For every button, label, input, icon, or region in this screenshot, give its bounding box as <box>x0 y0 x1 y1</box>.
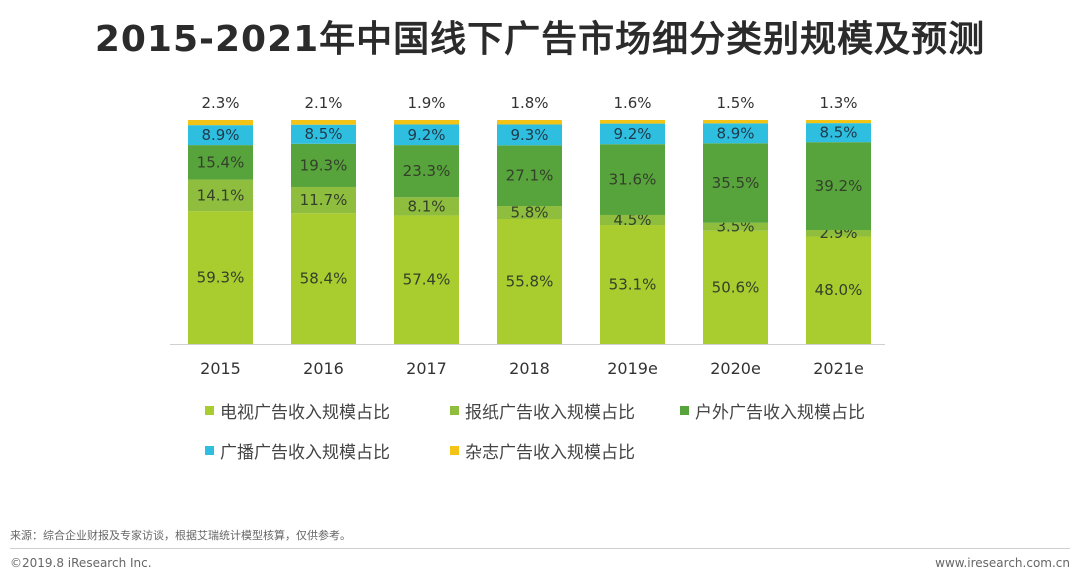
legend-item-2: 报纸广告收入规模占比 <box>450 398 635 423</box>
data-label-2018-2: 5.8% <box>510 204 548 222</box>
bar-segment-2021e-1 <box>806 236 871 344</box>
data-label-2018-4: 9.3% <box>510 126 548 144</box>
legend-swatch <box>205 446 214 455</box>
data-label-2015-1: 59.3% <box>197 269 245 287</box>
bar-segment-2019e-2 <box>600 214 665 226</box>
website-url: www.iresearch.com.cn <box>935 556 1070 570</box>
bar-segment-2019e-5 <box>600 120 665 124</box>
x-tick-label-2016: 2016 <box>303 359 344 378</box>
legend-label: 广播广告收入规模占比 <box>220 443 390 463</box>
bar-segment-2019e-1 <box>600 225 665 344</box>
bar-segment-2017-4 <box>394 124 459 146</box>
bar-segment-2017-2 <box>394 197 459 216</box>
legend-label: 电视广告收入规模占比 <box>220 403 390 423</box>
bar-segment-2015-1 <box>188 211 253 344</box>
bar-segment-2020e-3 <box>703 143 768 223</box>
data-label-2016-5: 2.1% <box>304 94 342 112</box>
bar-segment-2016-2 <box>291 186 356 214</box>
bar-segment-2015-3 <box>188 145 253 180</box>
data-label-2017-3: 23.3% <box>403 162 451 180</box>
data-label-2021e-3: 39.2% <box>815 177 863 195</box>
data-label-2020e-3: 35.5% <box>712 174 760 192</box>
data-label-2017-2: 8.1% <box>407 197 445 215</box>
chart-title: 2015-2021年中国线下广告市场细分类别规模及预测 <box>94 19 986 60</box>
data-label-2018-3: 27.1% <box>506 167 554 185</box>
source-note: 来源：综合企业财报及专家访谈，根据艾瑞统计模型核算，仅供参考。 <box>10 529 351 542</box>
x-tick-label-2018: 2018 <box>509 359 550 378</box>
bar-segment-2019e-3 <box>600 144 665 215</box>
bar-segment-2018-5 <box>497 120 562 125</box>
legend-label: 报纸广告收入规模占比 <box>465 403 635 423</box>
legend-swatch <box>450 446 459 455</box>
bar-segment-2019e-4 <box>600 123 665 145</box>
bar-segment-2020e-5 <box>703 120 768 124</box>
data-label-2016-2: 11.7% <box>300 191 348 209</box>
data-label-2019e-5: 1.6% <box>613 94 651 112</box>
data-label-2015-5: 2.3% <box>201 94 239 112</box>
bar-segment-2015-2 <box>188 179 253 212</box>
bar-segment-2018-3 <box>497 145 562 207</box>
copyright-text: ©2019.8 iResearch Inc. <box>10 556 152 570</box>
x-tick-label-2015: 2015 <box>200 359 241 378</box>
x-tick-label-2019e: 2019e <box>607 359 658 378</box>
data-label-2020e-5: 1.5% <box>716 94 754 112</box>
data-label-2017-4: 9.2% <box>407 126 445 144</box>
bar-segment-2020e-1 <box>703 230 768 344</box>
data-label-2017-1: 57.4% <box>403 271 451 289</box>
legend-label: 户外广告收入规模占比 <box>695 403 865 423</box>
data-label-2021e-1: 48.0% <box>815 281 863 299</box>
legend-swatch <box>450 406 459 415</box>
bar-segment-2016-4 <box>291 124 356 144</box>
data-label-2015-3: 15.4% <box>197 153 245 171</box>
bar-segment-2015-5 <box>188 120 253 126</box>
bar-segment-2018-4 <box>497 124 562 146</box>
data-label-2016-3: 19.3% <box>300 156 348 174</box>
bar-segment-2016-1 <box>291 213 356 344</box>
bar-segment-2017-1 <box>394 215 459 344</box>
bar-segment-2020e-2 <box>703 222 768 231</box>
data-label-2019e-1: 53.1% <box>609 276 657 294</box>
x-tick-label-2021e: 2021e <box>813 359 864 378</box>
legend-swatch <box>680 406 689 415</box>
data-label-2015-4: 8.9% <box>201 126 239 144</box>
bar-segment-2016-3 <box>291 143 356 187</box>
data-label-2018-1: 55.8% <box>506 273 554 291</box>
x-tick-label-2020e: 2020e <box>710 359 761 378</box>
data-label-2017-5: 1.9% <box>407 94 445 112</box>
bar-segment-2017-5 <box>394 120 459 125</box>
bar-segment-2016-5 <box>291 120 356 125</box>
bar-segment-2018-2 <box>497 206 562 220</box>
bar-segment-2021e-5 <box>806 120 871 124</box>
bar-segment-2015-4 <box>188 125 253 146</box>
data-label-2019e-3: 31.6% <box>609 171 657 189</box>
data-label-2016-1: 58.4% <box>300 270 348 288</box>
data-label-2021e-5: 1.3% <box>819 94 857 112</box>
legend-item-4: 广播广告收入规模占比 <box>205 438 390 463</box>
footer-divider <box>10 548 1070 549</box>
data-label-2021e-4: 8.5% <box>819 124 857 142</box>
data-label-2018-5: 1.8% <box>510 94 548 112</box>
data-label-2019e-2: 4.5% <box>613 211 651 229</box>
data-label-2019e-4: 9.2% <box>613 125 651 143</box>
bar-segment-2021e-3 <box>806 142 871 230</box>
data-label-2015-2: 14.1% <box>197 186 245 204</box>
legend-item-1: 电视广告收入规模占比 <box>205 398 390 423</box>
data-label-2020e-4: 8.9% <box>716 124 754 142</box>
stacked-bar-chart: 59.3% 14.1% 15.4% 8.9% 2.3% 2015 58.4% 11.7% 19.… <box>170 94 885 378</box>
bar-segment-2017-3 <box>394 145 459 198</box>
bar-segment-2021e-4 <box>806 123 871 143</box>
legend-item-5: 杂志广告收入规模占比 <box>450 438 635 463</box>
legend-item-3: 户外广告收入规模占比 <box>680 398 865 423</box>
data-label-2016-4: 8.5% <box>304 125 342 143</box>
bar-segment-2021e-2 <box>806 229 871 237</box>
data-label-2020e-1: 50.6% <box>712 278 760 296</box>
x-tick-label-2017: 2017 <box>406 359 447 378</box>
legend-swatch <box>205 406 214 415</box>
bar-segment-2020e-4 <box>703 123 768 144</box>
bar-segment-2018-1 <box>497 219 562 344</box>
legend-label: 杂志广告收入规模占比 <box>465 443 635 463</box>
